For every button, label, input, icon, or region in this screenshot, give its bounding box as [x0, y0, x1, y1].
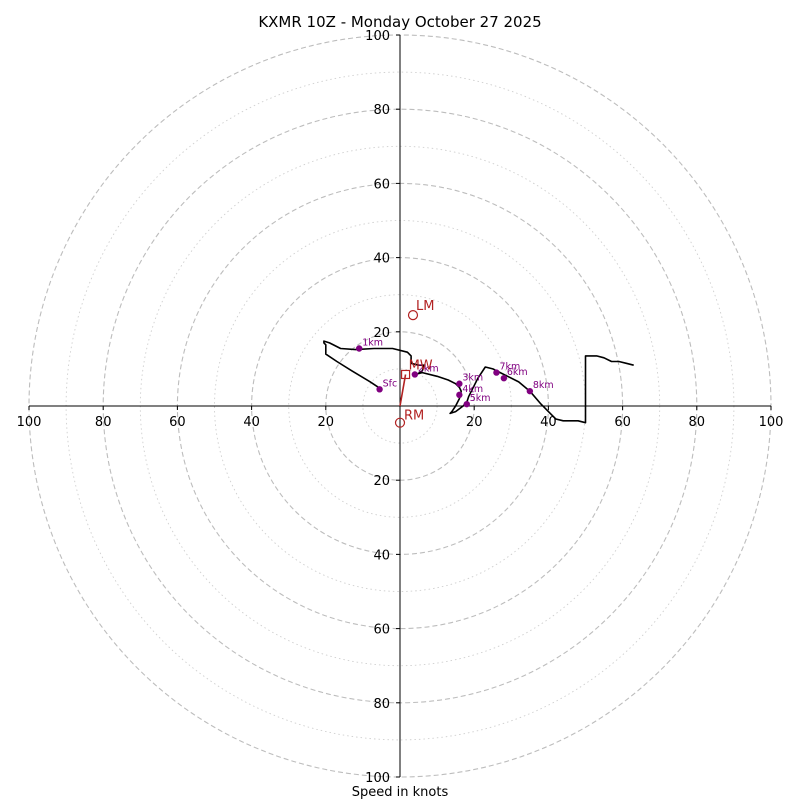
height-label-3km: 3km [462, 373, 483, 384]
height-dot-3km [456, 380, 463, 387]
u-tick-label: 100 [759, 415, 784, 430]
height-label-5km: 5km [470, 393, 491, 404]
mw-marker [400, 369, 411, 380]
v-tick-label: 60 [373, 623, 390, 638]
height-label-4km: 4km [462, 384, 483, 395]
height-label-6km: 6km [507, 367, 528, 378]
height-dot-6km [500, 374, 508, 382]
u-tick-label: 60 [169, 415, 186, 430]
height-dot-2km [411, 371, 419, 378]
height-dot-7km [493, 369, 500, 376]
height-label-1km: 1km [362, 337, 383, 348]
u-tick-label: 60 [614, 415, 631, 430]
height-label-2km: 2km [418, 363, 439, 374]
lm-marker [407, 310, 419, 321]
height-label-7km: 7km [499, 362, 520, 373]
u-tick-label: 40 [540, 415, 557, 430]
u-tick-label: 40 [243, 415, 260, 430]
u-tick-label: 80 [95, 415, 112, 430]
v-tick-label: 60 [373, 177, 390, 192]
v-tick-label: 40 [373, 252, 390, 267]
mw-label: MW [409, 358, 433, 373]
v-tick-label: 80 [373, 697, 390, 712]
v-tick-label: 100 [365, 771, 390, 786]
height-dot-8km [526, 387, 534, 395]
v-tick-label: 20 [373, 326, 390, 341]
height-dot-4km [456, 391, 463, 399]
v-tick-label: 40 [373, 548, 390, 563]
axis-tick-labels: 100 100 80 80 60 60 40 40 20 20 20 20 40 40 60 60 80 80 10… [17, 29, 784, 786]
height-dot-5km [463, 400, 470, 408]
u-tick-label: 20 [318, 415, 335, 430]
rm-marker [394, 417, 406, 428]
height-label-Sfc: Sfc [383, 378, 398, 389]
v-tick-label: 20 [373, 474, 390, 489]
chart-title: KXMR 10Z - Monday October 27 2025 [258, 13, 541, 31]
height-label-8km: 8km [533, 380, 554, 391]
wind-trace-line [323, 340, 634, 424]
storm-motion-markers: RM LM MW [394, 299, 434, 428]
v-tick-label: 100 [365, 29, 390, 44]
wind-trace [323, 340, 634, 424]
u-tick-label: 80 [689, 415, 706, 430]
height-dot-1km [355, 345, 363, 352]
mean-wind-vector [399, 374, 407, 407]
rm-label: RM [404, 409, 424, 424]
height-dot-Sfc [376, 386, 383, 393]
x-axis-label: Speed in knots [352, 785, 449, 800]
v-tick-label: 80 [373, 103, 390, 118]
u-tick-label: 20 [466, 415, 483, 430]
lm-label: LM [416, 299, 434, 314]
u-tick-label: 100 [17, 415, 42, 430]
